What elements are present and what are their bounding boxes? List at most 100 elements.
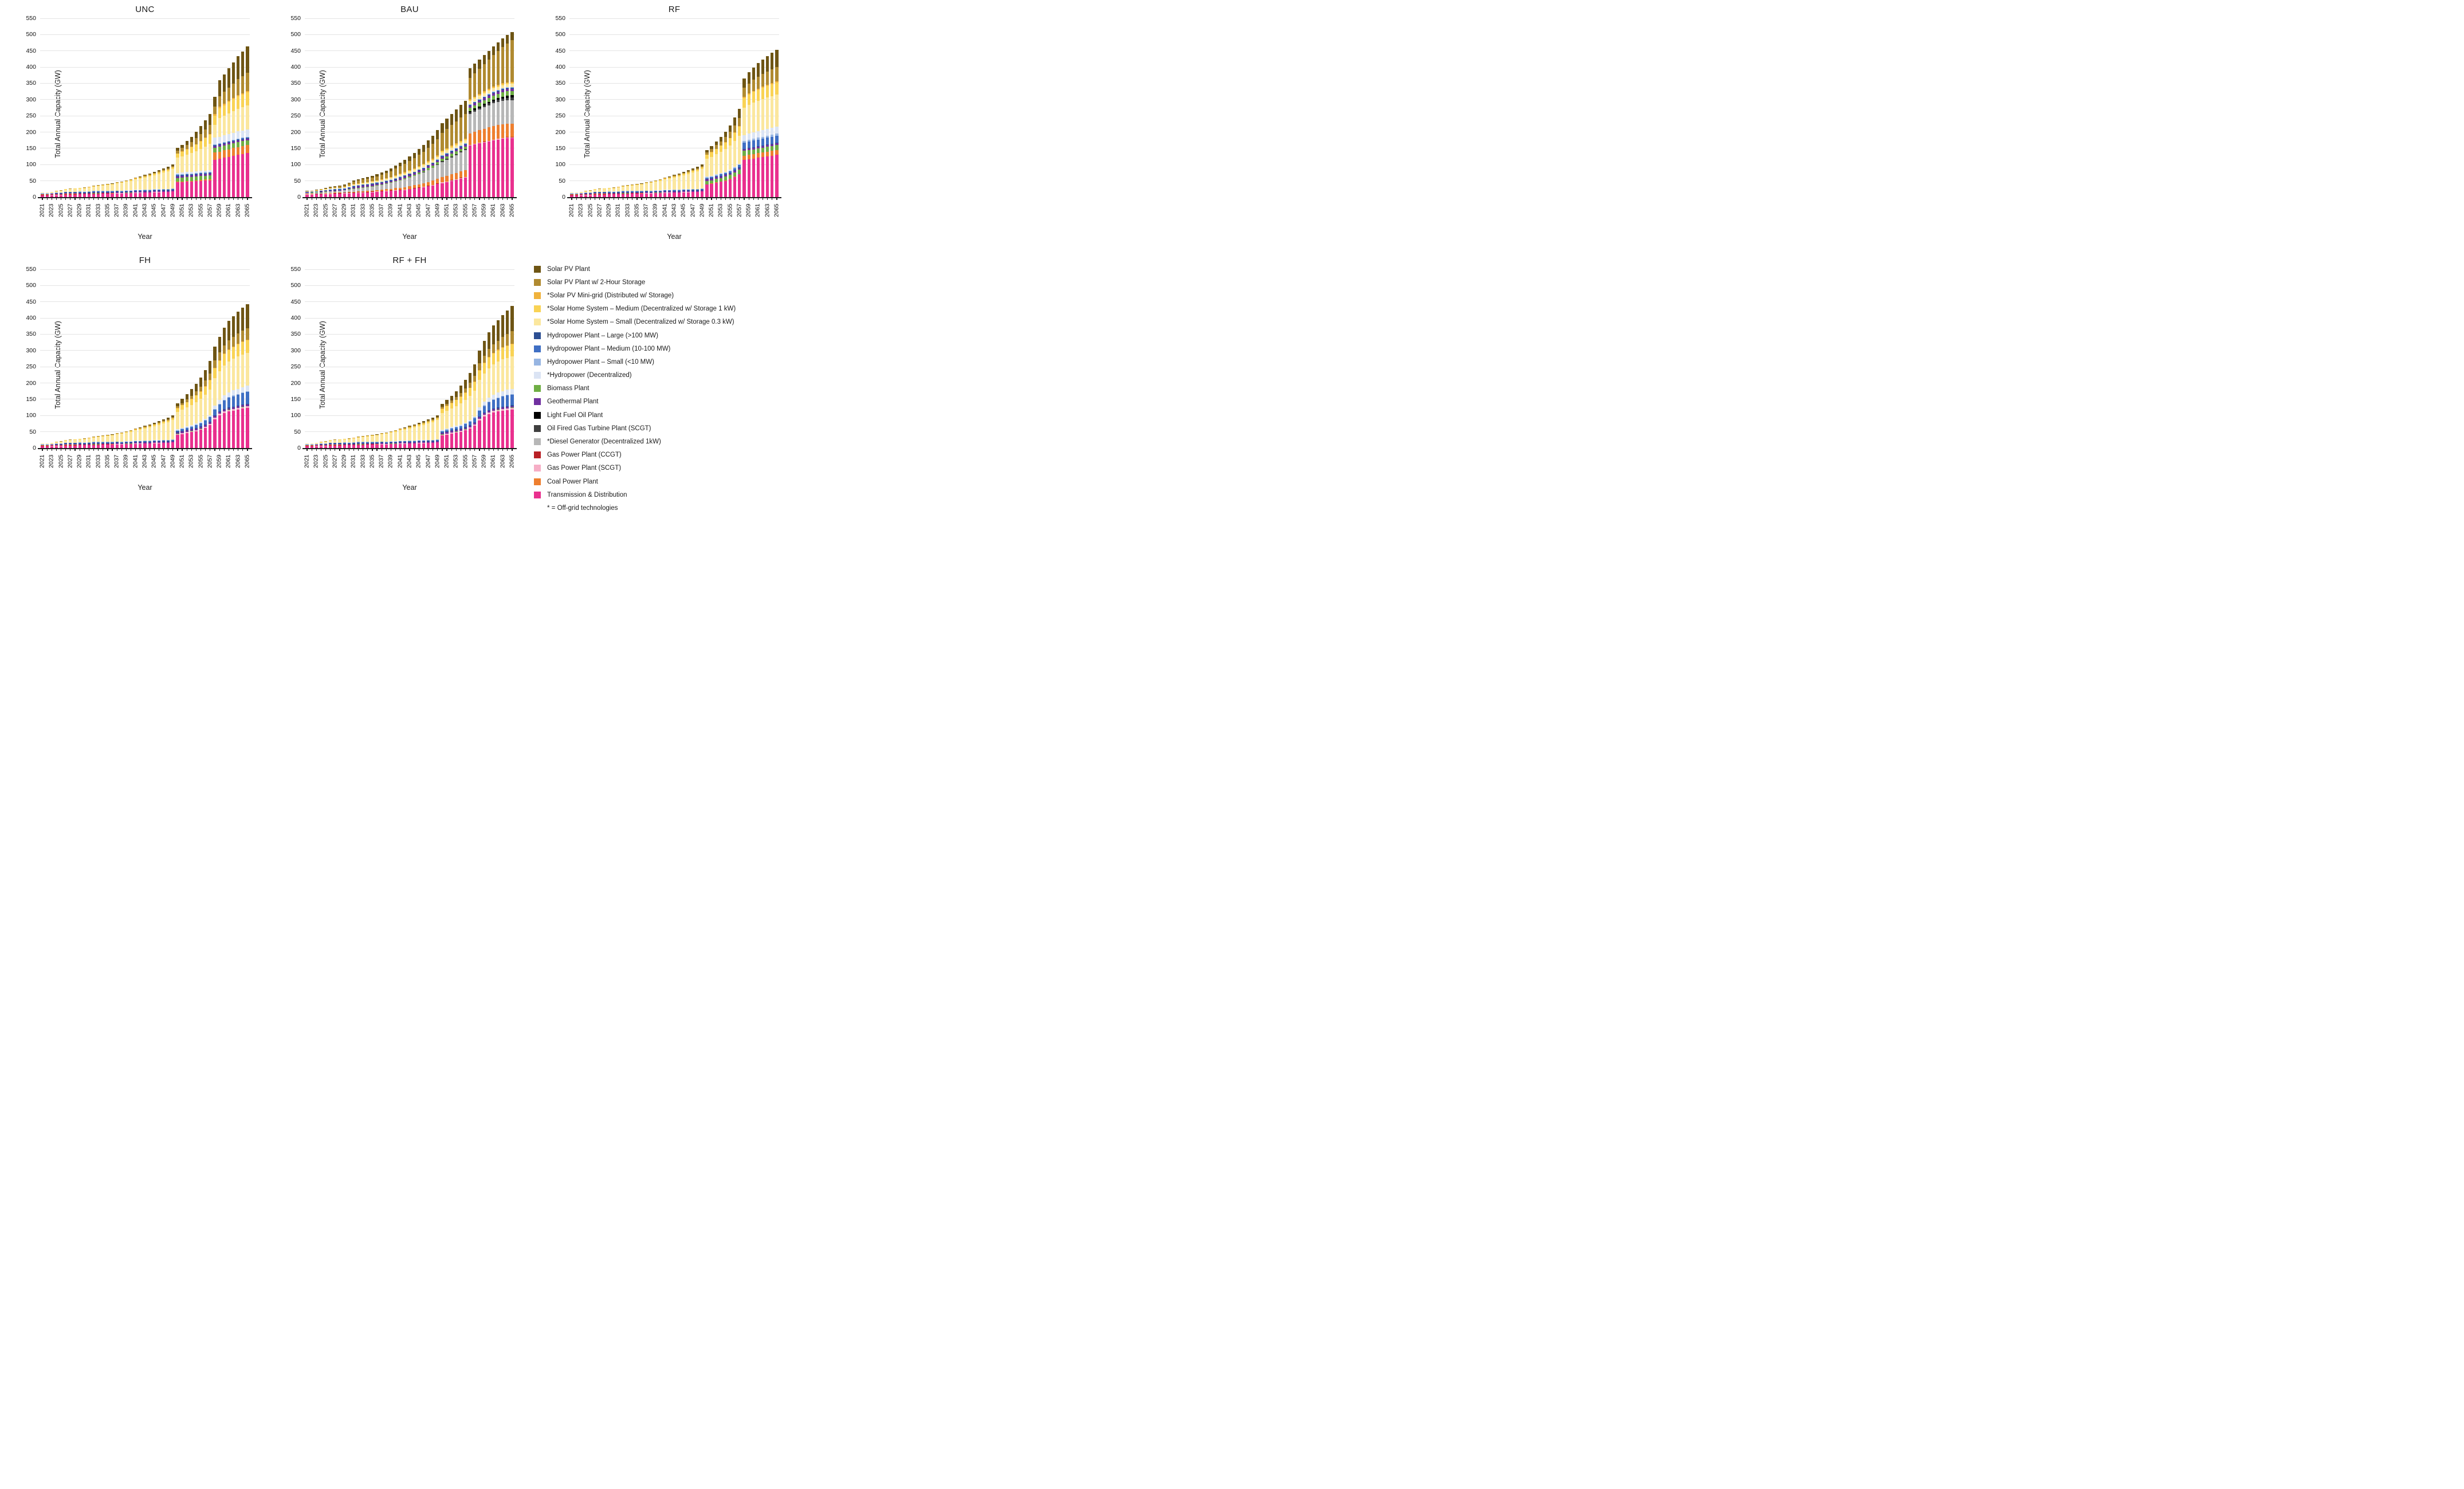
- bar-segment-geothermal: [64, 444, 68, 445]
- bar-segment-tnd: [176, 182, 179, 197]
- x-tick-mark: [177, 448, 178, 451]
- bar-segment-pv_storage: [426, 421, 430, 422]
- bar-segment-geothermal: [752, 147, 755, 150]
- bar-segment-shs_small: [645, 183, 648, 191]
- bar-segment-biomass: [454, 151, 458, 154]
- bar-segment-shs_medium: [506, 83, 509, 84]
- bar-segment-coal: [209, 179, 212, 180]
- bar-2045: [152, 171, 156, 197]
- legend-label: Coal Power Plant: [547, 478, 598, 485]
- bar-segment-hydro_small: [705, 177, 709, 178]
- bar-segment-geothermal: [445, 431, 449, 434]
- bar-segment-shs_medium: [631, 184, 634, 186]
- bar-segment-geothermal: [73, 193, 77, 194]
- bar-2061: [492, 46, 495, 197]
- bar-segment-gas_scgt: [408, 188, 411, 190]
- bar-2054: [194, 132, 198, 197]
- bar-2027: [333, 186, 337, 197]
- bar-segment-geothermal: [185, 175, 188, 178]
- bar-segment-minigrid: [496, 349, 500, 351]
- bar-segment-geothermal: [167, 190, 170, 192]
- x-tick-label: 2021: [303, 203, 311, 217]
- bar-segment-tnd: [441, 183, 444, 197]
- bar-segment-minigrid: [714, 148, 718, 150]
- bar-segment-pv_storage: [199, 387, 203, 392]
- bar-segment-hydro_medium: [752, 140, 755, 147]
- bar-segment-tnd: [673, 192, 676, 197]
- bar-segment-gas_ccgt: [324, 445, 328, 446]
- x-tick-label: 2051: [178, 203, 186, 217]
- x-tick-label: 2043: [406, 203, 413, 217]
- bar-segment-hydro_dec: [445, 152, 449, 154]
- bar-segment-coal: [41, 194, 44, 195]
- bar-segment-pv_plant: [496, 42, 500, 52]
- y-tick-label: 550: [26, 15, 36, 22]
- bar-segment-minigrid: [185, 402, 188, 403]
- bar-segment-shs_medium: [167, 420, 170, 422]
- bar-2029: [78, 187, 81, 197]
- bar-segment-shs_small: [501, 85, 505, 88]
- bar-segment-shs_small: [190, 152, 193, 172]
- bar-segment-shs_medium: [501, 84, 505, 85]
- bar-segment-gas_scgt: [454, 179, 458, 180]
- bar-segment-pv_storage: [371, 178, 374, 182]
- x-tick-label: 2023: [312, 203, 320, 217]
- legend-item-geothermal: Geothermal Plant: [534, 395, 803, 408]
- x-tick-mark: [135, 448, 136, 451]
- bar-segment-gas_scgt: [194, 430, 198, 431]
- bar-segment-shs_medium: [106, 184, 109, 185]
- bar-segment-pv_storage: [450, 124, 453, 146]
- x-tick-label: 2031: [349, 454, 357, 468]
- x-tick-label: 2029: [340, 203, 348, 217]
- bar-segment-shs_small: [496, 362, 500, 393]
- bar-segment-geothermal: [482, 98, 486, 100]
- bar-2027: [69, 439, 72, 448]
- bar-segment-pv_plant: [139, 427, 142, 428]
- gridline-500: [40, 285, 250, 286]
- bar-segment-geothermal: [194, 428, 198, 430]
- bar-segment-geothermal: [607, 192, 611, 194]
- bar-segment-geothermal: [673, 191, 676, 192]
- bar-segment-shs_medium: [366, 435, 370, 437]
- bar-segment-shs_small: [469, 101, 472, 104]
- bar-segment-shs_medium: [157, 172, 160, 174]
- bar-segment-pv_storage: [115, 433, 119, 434]
- x-tick-label: 2065: [773, 203, 780, 217]
- x-tick-mark: [223, 448, 225, 451]
- gridline-550: [40, 269, 250, 270]
- bar-2053: [190, 136, 193, 197]
- bar-segment-shs_small: [459, 403, 463, 425]
- bar-segment-pv_plant: [478, 350, 481, 364]
- gridline-350: [40, 82, 250, 84]
- bar-segment-hydro_dec: [204, 419, 207, 420]
- bar-segment-hydro_dec: [487, 397, 490, 402]
- bar-segment-geothermal: [204, 425, 207, 427]
- bar-segment-hydro_medium: [450, 429, 453, 431]
- bar-segment-shs_medium: [231, 347, 235, 359]
- legend-swatch-geothermal: [534, 398, 541, 406]
- bar-2056: [733, 117, 737, 197]
- bar-2052: [714, 142, 718, 197]
- bar-segment-hydro_large: [487, 410, 490, 411]
- bar-segment-hydro_large: [496, 91, 500, 92]
- bar-segment-gas_ccgt: [106, 444, 109, 445]
- bar-segment-hydro_dec: [213, 137, 217, 144]
- bar-segment-geothermal: [356, 443, 360, 445]
- bar-segment-biomass: [241, 141, 245, 146]
- bar-segment-diesel: [445, 160, 449, 176]
- bar-segment-tnd: [616, 194, 620, 197]
- bar-segment-hydro_medium: [324, 190, 328, 191]
- bar-segment-hydro_large: [227, 142, 230, 143]
- bar-segment-geothermal: [719, 176, 722, 178]
- bar-segment-shs_medium: [227, 102, 230, 113]
- bar-segment-hydro_dec: [213, 406, 217, 409]
- bar-segment-hydro_large: [375, 183, 379, 184]
- y-tick-label: 50: [559, 177, 565, 184]
- bar-segment-pv_plant: [171, 164, 175, 166]
- x-tick-mark: [98, 448, 99, 451]
- bar-segment-tnd: [436, 442, 439, 448]
- bar-segment-hydro_medium: [705, 178, 709, 179]
- x-tick-mark: [93, 197, 95, 200]
- bar-segment-diesel: [492, 103, 495, 127]
- bar-segment-pv_plant: [375, 174, 379, 176]
